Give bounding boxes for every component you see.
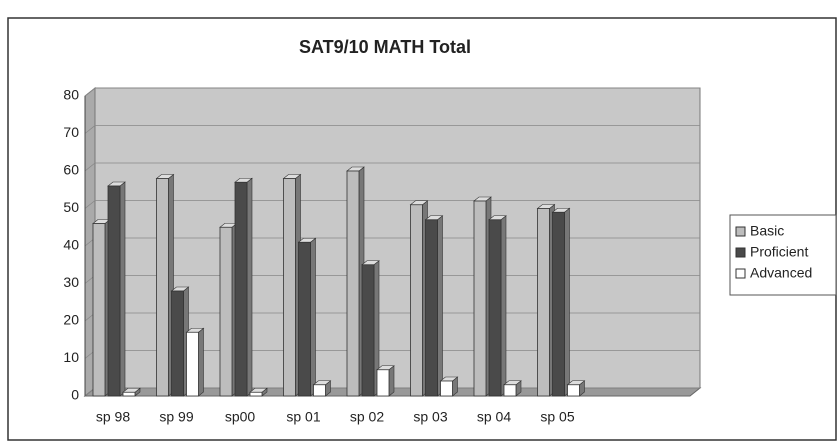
legend-box xyxy=(729,214,837,296)
x-tick-label: sp 98 xyxy=(96,409,130,425)
bar xyxy=(567,384,580,397)
bar-side xyxy=(564,207,570,397)
x-tick-label: sp 05 xyxy=(540,409,574,425)
legend-swatch xyxy=(735,268,746,279)
x-tick-label: sp 04 xyxy=(477,409,511,425)
bar xyxy=(440,380,453,397)
bar xyxy=(410,204,423,397)
chart-title: SAT9/10 MATH Total xyxy=(299,37,471,57)
bar xyxy=(186,331,199,397)
bar-side xyxy=(388,365,395,397)
bar-side xyxy=(198,327,204,397)
bar-side xyxy=(246,177,253,397)
bar xyxy=(171,290,184,397)
bar xyxy=(473,200,487,397)
y-tick-label: 30 xyxy=(63,274,79,290)
grid-line xyxy=(84,200,96,209)
bar xyxy=(249,391,263,397)
bar xyxy=(537,208,550,397)
y-tick-label: 40 xyxy=(63,237,79,253)
bar xyxy=(92,223,106,397)
x-tick-label: sp 01 xyxy=(286,409,320,425)
bar xyxy=(283,178,296,397)
y-tick-label: 20 xyxy=(63,312,79,328)
bar xyxy=(346,170,360,397)
x-tick-label: sp00 xyxy=(225,409,256,425)
legend-swatch xyxy=(735,226,746,237)
bar xyxy=(425,219,438,397)
bar xyxy=(298,241,311,397)
y-tick-label: 60 xyxy=(63,162,79,178)
bar-side xyxy=(119,181,126,397)
bar xyxy=(361,264,375,397)
bar-side xyxy=(500,215,507,397)
grid-line xyxy=(84,162,96,172)
bar xyxy=(376,369,390,397)
x-tick-label: sp 03 xyxy=(413,409,447,425)
bar xyxy=(156,178,169,397)
bar-side xyxy=(437,215,443,397)
legend-label: Basic xyxy=(750,223,784,239)
legend-label: Advanced xyxy=(750,265,812,281)
legend-label: Proficient xyxy=(750,244,808,260)
bar xyxy=(488,219,502,397)
bar xyxy=(552,211,565,397)
bar xyxy=(234,181,248,397)
bar xyxy=(503,384,517,397)
y-tick-label: 80 xyxy=(63,87,79,103)
bar xyxy=(107,185,121,397)
legend-swatch xyxy=(735,247,746,258)
y-tick-label: 70 xyxy=(63,124,79,140)
grid-line xyxy=(84,125,96,134)
x-tick-label: sp 02 xyxy=(350,409,384,425)
bar xyxy=(219,226,233,397)
bar xyxy=(313,384,326,397)
bar xyxy=(122,391,136,397)
y-tick-label: 0 xyxy=(71,387,79,403)
y-tick-label: 10 xyxy=(63,349,79,365)
grid-line xyxy=(84,87,96,97)
y-tick-label: 50 xyxy=(63,199,79,215)
x-tick-label: sp 99 xyxy=(159,409,193,425)
bar-side xyxy=(310,237,316,397)
